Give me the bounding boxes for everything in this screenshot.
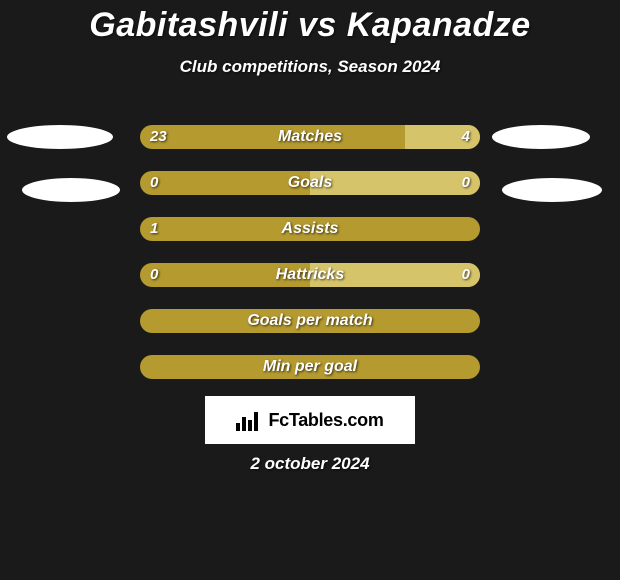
logo-bars-icon — [236, 409, 262, 431]
bar-left-value: 1 — [150, 217, 158, 241]
bar-left-value: 23 — [150, 125, 167, 149]
bar-label: Assists — [140, 217, 480, 241]
bar-right-value: 4 — [462, 125, 470, 149]
page-subtitle: Club competitions, Season 2024 — [0, 57, 620, 77]
decorative-ellipse — [22, 178, 120, 202]
stat-bar: Assists1 — [140, 217, 480, 241]
stat-bar: Goals0 0 — [140, 171, 480, 195]
bar-label: Min per goal — [140, 355, 480, 379]
bar-label: Goals — [140, 171, 480, 195]
stat-bar: Goals per match — [140, 309, 480, 333]
footer-date: 2 october 2024 — [0, 454, 620, 474]
page-title: Gabitashvili vs Kapanadze — [0, 0, 620, 45]
fctables-logo: FcTables.com — [205, 396, 415, 444]
bar-right-value: 0 — [462, 263, 470, 287]
stat-bar: Min per goal — [140, 355, 480, 379]
bar-label: Goals per match — [140, 309, 480, 333]
bar-right-value: 0 — [462, 171, 470, 195]
decorative-ellipse — [502, 178, 602, 202]
bar-left-value: 0 — [150, 263, 158, 287]
logo-text: FcTables.com — [268, 410, 383, 431]
bar-left-value: 0 — [150, 171, 158, 195]
decorative-ellipse — [7, 125, 113, 149]
decorative-ellipse — [492, 125, 590, 149]
stat-bar: Hattricks0 0 — [140, 263, 480, 287]
bar-label: Hattricks — [140, 263, 480, 287]
bar-label: Matches — [140, 125, 480, 149]
stat-bars: Matches234Goals00Assists1Hattricks00Goal… — [140, 125, 480, 401]
stat-bar: Matches23 4 — [140, 125, 480, 149]
